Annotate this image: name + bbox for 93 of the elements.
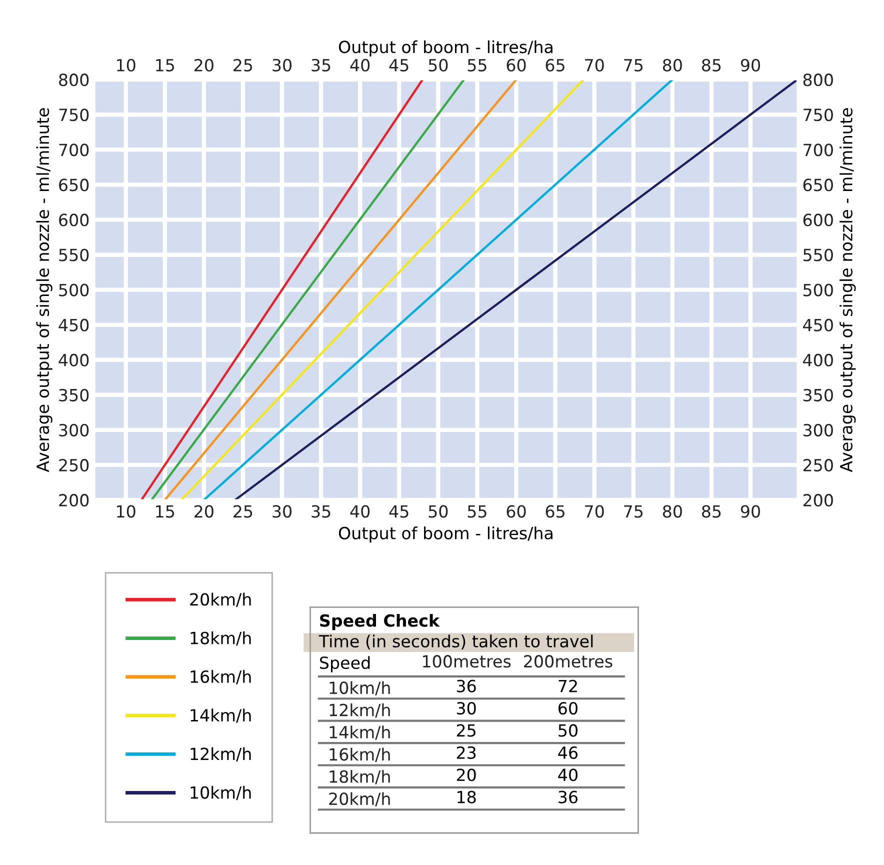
y-tick-label: 500: [59, 284, 89, 296]
y2-tick-label: 750: [804, 108, 833, 122]
x-tick-label: 65: [546, 505, 564, 518]
x2-tick-label: 10: [117, 58, 136, 72]
x-tick-label: 200metres: [524, 655, 612, 668]
legend-label: 14km/h: [190, 708, 251, 723]
x2-tick-label: 80: [662, 58, 682, 72]
x2-tick-label: 45: [389, 59, 408, 72]
x2-tick-label: 40: [350, 58, 370, 72]
y2-tick-label: 450: [803, 318, 833, 332]
data-label: 36: [456, 680, 476, 692]
x2-tick-label: 55: [468, 59, 486, 72]
legend-label: 12km/h: [190, 747, 251, 762]
y-tick-label: 800: [59, 74, 89, 86]
x2-tick-label: 60: [506, 58, 526, 72]
x-tick-label: 10: [117, 505, 136, 518]
x-tick-label: 40: [350, 505, 370, 518]
y-tick-label: 550: [59, 248, 89, 262]
x-tick-label: 30: [272, 505, 292, 518]
y-tick-label: 600: [59, 214, 89, 226]
y-tick-label: 700: [59, 144, 89, 156]
y2-axis-title: Average output of single nozzle - ml/minute: [840, 108, 856, 472]
x-tick-label: 25: [234, 505, 252, 518]
y2-tick-label: 550: [804, 248, 833, 262]
x2-tick-label: 15: [156, 59, 174, 72]
y2-tick-label: 250: [803, 458, 833, 472]
y2-tick-label: 200: [803, 494, 833, 507]
x2-tick-label: 30: [272, 58, 292, 72]
x-tick-label: 100metres: [423, 655, 511, 668]
data-label: 20: [456, 768, 476, 782]
x2-tick-label: 35: [312, 58, 330, 72]
y-tick-label: 300: [59, 424, 89, 436]
x2-tick-label: 25: [234, 58, 252, 72]
y-tick-label: 750: [59, 108, 89, 122]
y-tick-label: 350: [59, 388, 89, 402]
legend-label: 10km/h: [190, 786, 251, 800]
y-tick-label: 12km/h: [330, 703, 390, 718]
y-tick-label: 450: [58, 318, 89, 332]
x-tick-label: 80: [662, 505, 682, 518]
x2-tick-label: 70: [585, 58, 604, 72]
data-label: 25: [456, 724, 476, 737]
data-label: 36: [558, 790, 578, 804]
y2-tick-label: 300: [804, 424, 833, 436]
x2-tick-label: 75: [624, 59, 643, 72]
legend-label: 18km/h: [190, 631, 251, 646]
x-axis-title: Output of boom - litres/ha: [338, 526, 552, 543]
y2-tick-label: 800: [803, 74, 833, 86]
x2-tick-label: 50: [428, 58, 448, 72]
x-tick-label: 85: [702, 505, 721, 518]
y-tick-label: 18km/h: [330, 770, 390, 784]
y-tick-label: 400: [58, 354, 89, 366]
y-axis-title: Speed: [320, 656, 370, 672]
data-label: 23: [456, 746, 476, 759]
x-tick-label: 45: [389, 505, 408, 518]
legend-label: 16km/h: [190, 670, 251, 684]
y-tick-label: 650: [59, 178, 89, 192]
chart-title: Speed Check: [320, 614, 440, 630]
y2-tick-label: 350: [804, 388, 833, 402]
y-tick-label: 16km/h: [330, 748, 390, 762]
data-label: 50: [558, 724, 578, 737]
y2-tick-label: 400: [803, 354, 833, 366]
y-tick-label: 20km/h: [329, 792, 390, 806]
y2-tick-label: 700: [804, 144, 833, 156]
data-label: 46: [558, 746, 578, 759]
y-tick-label: 250: [59, 458, 89, 472]
y-axis-title: Average output of single nozzle - ml/minute: [36, 108, 52, 472]
data-label: 40: [558, 768, 578, 782]
x-tick-label: 60: [506, 505, 526, 518]
chart-subtitle: Time (in seconds) taken to travel: [318, 634, 593, 650]
x-tick-label: 50: [428, 505, 448, 518]
y-tick-label: 10km/h: [330, 681, 390, 696]
data-label: 60: [558, 702, 578, 715]
x-tick-label: 15: [156, 505, 174, 518]
x-tick-label: 55: [468, 505, 486, 518]
y2-tick-label: 650: [803, 178, 833, 192]
x-tick-label: 90: [740, 505, 760, 518]
data-label: 72: [558, 680, 577, 692]
x2-tick-label: 65: [546, 58, 564, 72]
x2-tick-label: 90: [740, 58, 760, 72]
y2-tick-label: 500: [804, 284, 833, 296]
legend-label: 20km/h: [190, 592, 251, 607]
x-tick-label: 20: [194, 505, 214, 518]
data-label: 18: [458, 790, 476, 804]
y2-tick-label: 600: [803, 214, 833, 226]
x-tick-label: 35: [312, 505, 330, 518]
y-tick-label: 200: [59, 494, 89, 507]
x2-tick-label: 20: [194, 58, 214, 72]
y-tick-label: 14km/h: [330, 726, 390, 740]
x-tick-label: 70: [585, 505, 604, 518]
x2-tick-label: 85: [702, 58, 721, 72]
x-tick-label: 75: [624, 505, 643, 518]
data-label: 30: [456, 702, 476, 715]
x2-axis-title: Output of boom - litres/ha: [338, 40, 552, 56]
